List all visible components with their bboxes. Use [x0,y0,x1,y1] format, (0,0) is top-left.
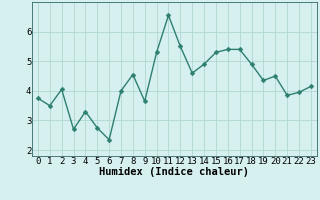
X-axis label: Humidex (Indice chaleur): Humidex (Indice chaleur) [100,167,249,177]
